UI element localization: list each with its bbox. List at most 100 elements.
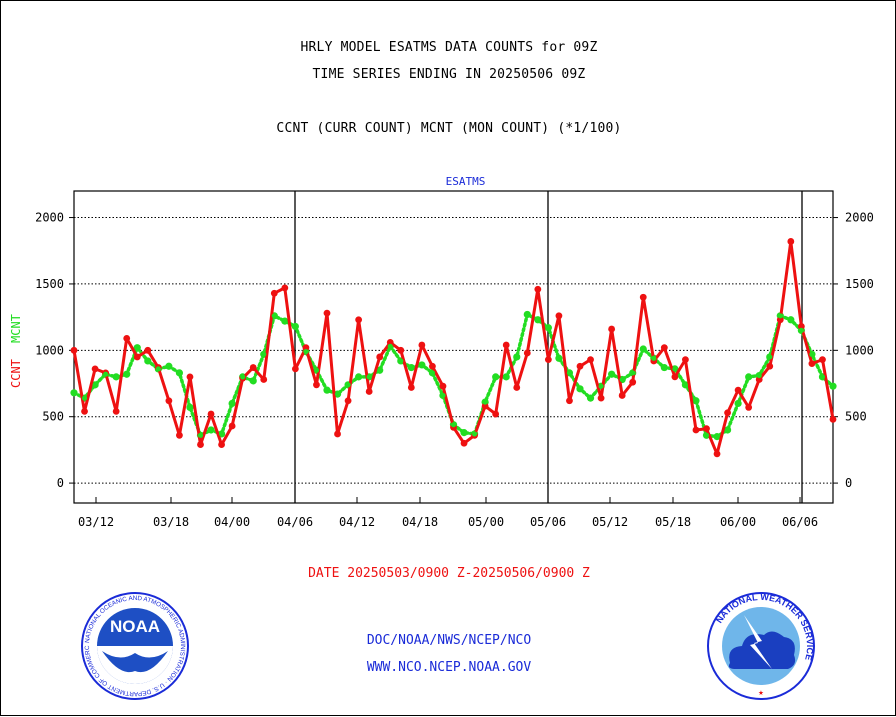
series-mcnt-point-top [461,430,467,436]
series-ccnt-point [787,238,795,245]
x-tick-label: 04/18 [402,515,438,529]
series-ccnt-point [81,407,88,415]
org-url-link[interactable]: WWW.NCO.NCEP.NOAA.GOV [366,660,532,675]
series-ccnt-point [355,316,363,324]
series-mcnt-point-top [587,395,594,401]
org-name: DOC/NOAA/NWS/NCEP/NCO [366,633,532,648]
series-mcnt-point-top [493,374,499,380]
series-mcnt-point-top [809,351,815,357]
series-ccnt-point [386,338,394,346]
series-ccnt-point [766,362,774,370]
series-mcnt-point-top [398,358,404,364]
y-tick-label-right: 1000 [845,343,874,357]
x-tick-label: 03/12 [78,515,114,529]
x-tick-label: 05/06 [530,515,566,529]
series-mcnt-point-top [577,386,583,392]
series-ccnt-point [566,397,573,405]
series-ccnt-point [344,397,352,405]
series-mcnt-point-top [176,370,183,376]
nws-logo: NATIONAL WEATHER SERVICE ★ [707,592,815,700]
y-tick-label: 500 [42,410,64,424]
series-ccnt-point [260,376,268,383]
series-ccnt-point [576,362,584,370]
series-mcnt-point-top [419,362,425,368]
series-ccnt-point [249,364,257,371]
series-ccnt-point [291,365,299,373]
series-mcnt-point-top [756,372,762,379]
series-mcnt-point-top [661,364,667,371]
series-ccnt-point [639,293,647,301]
x-tick-label: 03/18 [153,515,189,529]
series-mcnt-point-top [556,355,562,361]
series-ccnt-point [829,415,837,423]
series-ccnt-point [186,373,194,381]
series-mcnt-point-top [113,374,119,380]
series-mcnt-point-top [155,366,161,372]
series-mcnt-point-top [672,366,678,372]
series-ccnt-point [819,356,826,364]
series-mcnt-point-top [81,395,88,401]
series-ccnt-point [513,384,521,391]
series-ccnt-point [133,353,141,361]
series-mcnt-point-top [303,349,309,355]
series-mcnt-point-top [819,374,826,380]
series-mcnt-point-top [651,355,657,361]
series-mcnt-point-top [229,400,235,407]
series-ccnt-point [228,422,236,430]
series-ccnt-point [671,373,679,381]
series-ccnt-point [313,381,320,389]
series-ccnt-point [176,431,183,439]
series-ccnt-point [745,404,753,411]
series-mcnt-point-top [145,358,151,364]
series-ccnt-point [755,376,763,383]
series-ccnt-point [544,356,552,364]
series-ccnt-point [218,441,225,448]
y-axis-label-ccnt: CCNT [9,359,23,388]
series-mcnt-point-top [408,364,414,371]
y-tick-label-right: 500 [845,410,867,424]
series-mcnt-point-top [377,367,383,373]
series-mcnt-point-top [598,383,604,389]
series-mcnt-point-top [282,318,288,324]
series-ccnt-point [165,397,173,405]
series-ccnt-point [776,316,784,324]
x-tick-label: 05/12 [592,515,628,529]
y-tick-label: 1500 [35,277,64,291]
series-ccnt-point [207,410,215,418]
series-mcnt-point-top [482,399,488,405]
series-mcnt-point-top [798,327,804,334]
y-tick-label-right: 2000 [845,211,874,225]
series-ccnt-point [682,356,689,364]
series-ccnt-point [629,378,637,386]
chart-subtitle: ESATMS [446,175,486,188]
series-ccnt-point [323,309,331,317]
series-ccnt-point [418,341,426,349]
series-mcnt-point-top [197,432,204,438]
series-mcnt-point-top [788,317,794,323]
series-mcnt-point-top [619,376,625,383]
x-tick-label: 04/00 [214,515,250,529]
x-tick-label: 05/18 [655,515,691,529]
series-mcnt-point-top [535,317,541,323]
series-ccnt-point [534,285,542,293]
series-mcnt-point-top [324,387,330,393]
series-mcnt-point-top [630,370,636,376]
series-mcnt-point-top [261,351,267,357]
series-ccnt-point [334,430,341,438]
series-mcnt-point-top [334,391,341,397]
series-ccnt-point [797,323,805,330]
series-mcnt-point-top [471,431,478,437]
series-mcnt-point-top [724,427,731,433]
series-ccnt-point [144,346,152,354]
series-ccnt-point [734,386,742,394]
y-tick-label: 2000 [35,211,64,225]
series-mcnt-point-top [640,346,646,352]
series-ccnt-point [376,353,384,361]
series-ccnt-point [660,344,668,352]
series-mcnt-point-top [71,390,77,396]
series-mcnt-point-top [166,363,172,369]
x-tick-label: 06/00 [720,515,756,529]
series-mcnt-point-top [450,422,457,428]
series-mcnt-point-top [345,382,351,388]
